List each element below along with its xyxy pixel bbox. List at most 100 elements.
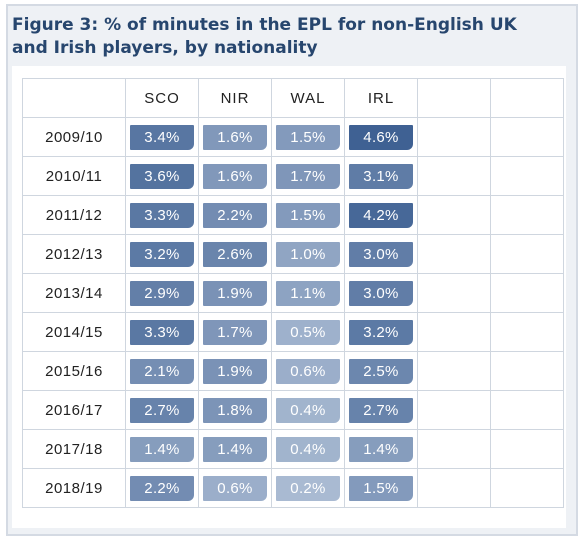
value-label: 1.8% bbox=[203, 397, 267, 423]
heat-cell: 1.8% bbox=[198, 390, 272, 430]
empty-cell bbox=[417, 234, 491, 274]
heat-cell: 1.9% bbox=[198, 351, 272, 391]
value-label: 1.4% bbox=[349, 436, 413, 462]
column-header: WAL bbox=[271, 78, 345, 118]
value-label: 3.6% bbox=[130, 163, 194, 189]
header-row: SCO NIR WAL IRL bbox=[22, 78, 564, 118]
column-header: SCO bbox=[125, 78, 199, 118]
row-label: 2011/12 bbox=[22, 195, 126, 235]
heat-cell: 1.5% bbox=[271, 117, 345, 157]
heat-cell: 2.5% bbox=[344, 351, 418, 391]
table-row: 2011/12 3.3% 2.2% 1.5% 4.2% bbox=[22, 195, 564, 235]
value-label: 3.2% bbox=[349, 319, 413, 345]
heat-cell: 1.1% bbox=[271, 273, 345, 313]
table-row: 2012/13 3.2% 2.6% 1.0% 3.0% bbox=[22, 234, 564, 274]
empty-cell bbox=[417, 429, 491, 469]
column-header: NIR bbox=[198, 78, 272, 118]
heat-cell: 0.5% bbox=[271, 312, 345, 352]
table-row: 2009/10 3.4% 1.6% 1.5% 4.6% bbox=[22, 117, 564, 157]
heat-cell: 1.7% bbox=[271, 156, 345, 196]
heat-cell: 3.6% bbox=[125, 156, 199, 196]
value-label: 2.9% bbox=[130, 280, 194, 306]
empty-cell bbox=[490, 273, 564, 313]
empty-cell bbox=[490, 234, 564, 274]
corner-cell bbox=[22, 78, 126, 118]
heat-cell: 2.2% bbox=[198, 195, 272, 235]
value-label: 3.0% bbox=[349, 241, 413, 267]
value-label: 0.4% bbox=[276, 397, 340, 423]
empty-cell bbox=[417, 156, 491, 196]
empty-column-header bbox=[417, 78, 491, 118]
value-label: 1.7% bbox=[276, 163, 340, 189]
value-label: 3.1% bbox=[349, 163, 413, 189]
table-row: 2016/17 2.7% 1.8% 0.4% 2.7% bbox=[22, 390, 564, 430]
heat-cell: 1.7% bbox=[198, 312, 272, 352]
empty-cell bbox=[490, 156, 564, 196]
heatmap-body: 2009/10 3.4% 1.6% 1.5% 4.6% 2010/11 3.6% 1.6% 1.… bbox=[22, 117, 564, 508]
value-label: 2.5% bbox=[349, 358, 413, 384]
row-label: 2010/11 bbox=[22, 156, 126, 196]
heat-cell: 2.9% bbox=[125, 273, 199, 313]
row-label: 2016/17 bbox=[22, 390, 126, 430]
row-label: 2018/19 bbox=[22, 468, 126, 508]
empty-cell bbox=[417, 273, 491, 313]
value-label: 0.6% bbox=[203, 475, 267, 501]
value-label: 2.7% bbox=[130, 397, 194, 423]
heat-cell: 2.7% bbox=[125, 390, 199, 430]
value-label: 3.0% bbox=[349, 280, 413, 306]
row-label: 2015/16 bbox=[22, 351, 126, 391]
column-header: IRL bbox=[344, 78, 418, 118]
heat-cell: 3.2% bbox=[125, 234, 199, 274]
heat-cell: 0.4% bbox=[271, 390, 345, 430]
empty-cell bbox=[490, 195, 564, 235]
heat-cell: 1.0% bbox=[271, 234, 345, 274]
table-row: 2017/18 1.4% 1.4% 0.4% 1.4% bbox=[22, 429, 564, 469]
heat-cell: 0.4% bbox=[271, 429, 345, 469]
empty-cell bbox=[490, 429, 564, 469]
heat-cell: 3.4% bbox=[125, 117, 199, 157]
heat-cell: 3.1% bbox=[344, 156, 418, 196]
value-label: 1.5% bbox=[276, 124, 340, 150]
heat-cell: 3.3% bbox=[125, 312, 199, 352]
heat-cell: 1.4% bbox=[125, 429, 199, 469]
value-label: 1.6% bbox=[203, 124, 267, 150]
value-label: 3.3% bbox=[130, 202, 194, 228]
heat-cell: 0.2% bbox=[271, 468, 345, 508]
value-label: 3.4% bbox=[130, 124, 194, 150]
heat-cell: 4.6% bbox=[344, 117, 418, 157]
heat-cell: 0.6% bbox=[271, 351, 345, 391]
row-label: 2009/10 bbox=[22, 117, 126, 157]
empty-cell bbox=[417, 468, 491, 508]
row-label: 2017/18 bbox=[22, 429, 126, 469]
heat-cell: 4.2% bbox=[344, 195, 418, 235]
empty-cell bbox=[490, 351, 564, 391]
value-label: 0.2% bbox=[276, 475, 340, 501]
empty-cell bbox=[417, 351, 491, 391]
heat-cell: 3.0% bbox=[344, 234, 418, 274]
value-label: 4.2% bbox=[349, 202, 413, 228]
heat-cell: 1.5% bbox=[344, 468, 418, 508]
heat-cell: 2.6% bbox=[198, 234, 272, 274]
value-label: 1.4% bbox=[130, 436, 194, 462]
value-label: 2.2% bbox=[130, 475, 194, 501]
row-label: 2012/13 bbox=[22, 234, 126, 274]
row-label: 2014/15 bbox=[22, 312, 126, 352]
value-label: 3.3% bbox=[130, 319, 194, 345]
heat-cell: 1.6% bbox=[198, 117, 272, 157]
value-label: 4.6% bbox=[349, 124, 413, 150]
value-label: 1.7% bbox=[203, 319, 267, 345]
heat-cell: 2.7% bbox=[344, 390, 418, 430]
heat-cell: 1.4% bbox=[198, 429, 272, 469]
value-label: 3.2% bbox=[130, 241, 194, 267]
heat-cell: 3.0% bbox=[344, 273, 418, 313]
heatmap-table: SCO NIR WAL IRL 2009/10 3.4% 1.6% 1.5% 4.6% 2… bbox=[22, 78, 564, 508]
table-row: 2013/14 2.9% 1.9% 1.1% 3.0% bbox=[22, 273, 564, 313]
heat-cell: 0.6% bbox=[198, 468, 272, 508]
empty-cell bbox=[417, 195, 491, 235]
value-label: 1.4% bbox=[203, 436, 267, 462]
table-row: 2015/16 2.1% 1.9% 0.6% 2.5% bbox=[22, 351, 564, 391]
heat-cell: 3.2% bbox=[344, 312, 418, 352]
value-label: 1.6% bbox=[203, 163, 267, 189]
table-row: 2018/19 2.2% 0.6% 0.2% 1.5% bbox=[22, 468, 564, 508]
empty-cell bbox=[490, 312, 564, 352]
